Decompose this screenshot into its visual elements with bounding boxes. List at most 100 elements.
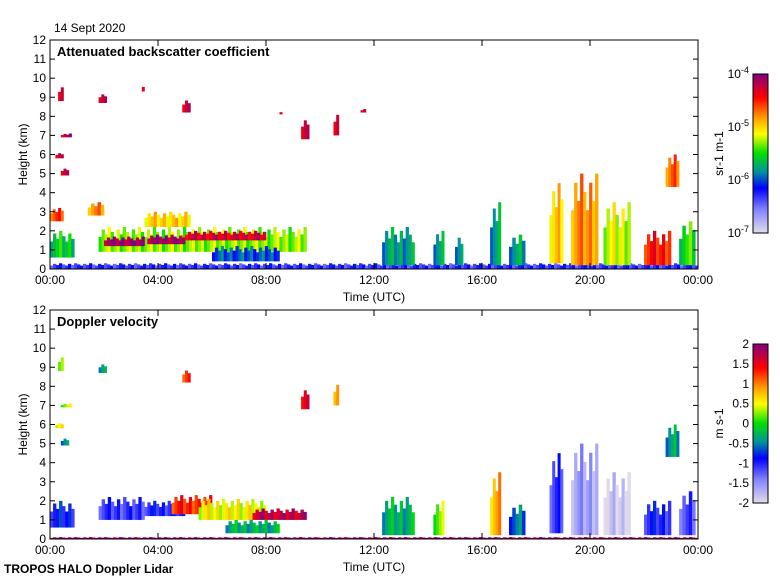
data-cell	[653, 537, 657, 539]
colorbar-cell	[753, 429, 768, 431]
data-cell	[638, 537, 642, 539]
colorbar-cell	[753, 383, 768, 385]
data-cell	[191, 500, 195, 515]
data-cell	[188, 537, 192, 539]
data-cell	[632, 537, 636, 539]
data-cell	[273, 521, 277, 534]
data-cell	[60, 170, 64, 176]
data-cell	[251, 537, 255, 539]
data-cell	[188, 497, 193, 515]
data-cell	[338, 263, 342, 269]
data-cell	[572, 537, 576, 539]
data-cell	[260, 537, 264, 539]
data-cell	[101, 94, 105, 103]
data-cell	[137, 537, 141, 539]
colorbar-cell	[753, 83, 768, 85]
data-cell	[509, 263, 513, 269]
data-cell	[156, 214, 161, 228]
data-cell	[302, 537, 306, 539]
colorbar-cell	[753, 358, 768, 360]
colorbar-cell	[753, 369, 768, 371]
colorbar-cell	[753, 191, 768, 193]
data-cell	[612, 202, 616, 266]
data-cell	[66, 440, 70, 446]
data-cell	[618, 497, 622, 536]
data-cell	[63, 403, 67, 408]
data-cell	[197, 264, 201, 269]
data-cell	[326, 537, 330, 539]
data-cell	[254, 230, 258, 241]
colorbar-cell	[753, 165, 768, 167]
data-cell	[374, 263, 378, 269]
data-cell	[452, 264, 456, 269]
data-cell	[614, 537, 618, 539]
y-tick-label: 7	[39, 128, 46, 142]
data-cell	[217, 250, 222, 262]
data-cell	[608, 263, 612, 269]
data-cell	[60, 405, 64, 408]
colorbar-cell	[753, 231, 768, 233]
data-cell	[491, 537, 495, 539]
data-cell	[440, 265, 444, 269]
data-cell	[303, 120, 307, 140]
data-cell	[566, 264, 570, 269]
data-cell	[552, 191, 556, 264]
data-cell	[53, 233, 57, 258]
colorbar-cell	[753, 474, 768, 476]
data-cell	[362, 264, 366, 269]
data-cell	[261, 250, 266, 262]
data-cell	[63, 168, 67, 176]
data-cell	[240, 234, 244, 252]
data-cell	[314, 263, 318, 269]
colorbar-cell	[753, 172, 768, 174]
data-cell	[673, 424, 677, 457]
data-cell	[578, 537, 582, 539]
y-axis-label: Height (km)	[16, 393, 30, 455]
data-cell	[557, 537, 561, 539]
data-cell	[668, 427, 672, 457]
data-cell	[269, 537, 273, 539]
data-cell	[224, 537, 228, 539]
data-cell	[77, 537, 81, 539]
data-cell	[188, 236, 193, 252]
colorbar-cell	[753, 186, 768, 188]
data-cell	[350, 537, 354, 539]
data-cell	[249, 519, 253, 534]
data-cell	[210, 503, 214, 520]
colorbar-cell	[753, 169, 768, 171]
data-cell	[665, 437, 669, 457]
colorbar-cell	[753, 200, 768, 202]
data-cell	[201, 501, 205, 520]
data-cell	[656, 507, 660, 536]
colorbar-cell	[753, 75, 768, 77]
colorbar-cell	[753, 377, 768, 379]
data-cell	[360, 110, 364, 113]
data-cell	[390, 227, 395, 266]
data-cell	[63, 438, 67, 446]
data-cell	[264, 236, 268, 252]
data-cell	[153, 237, 157, 245]
data-cell	[200, 537, 204, 539]
data-cell	[56, 238, 60, 258]
data-cell	[182, 374, 186, 383]
colorbar-cell	[753, 460, 768, 462]
data-cell	[119, 537, 123, 539]
data-cell	[455, 265, 459, 269]
colorbar-cell	[753, 94, 768, 96]
data-cell	[236, 537, 240, 539]
data-cell	[173, 236, 177, 245]
data-cell	[221, 498, 226, 520]
colorbar-cell	[753, 108, 768, 110]
data-cell	[611, 537, 615, 539]
data-cell	[227, 507, 232, 520]
colorbar-cell	[753, 456, 768, 458]
data-cell	[593, 263, 597, 269]
y-tick-label: 7	[39, 398, 46, 412]
data-cell	[392, 264, 396, 269]
data-cell	[206, 264, 210, 269]
date-label: 14 Sept 2020	[54, 21, 126, 35]
data-cell	[146, 537, 150, 539]
colorbar-cell	[753, 397, 768, 399]
colorbar-cell	[753, 179, 768, 181]
data-cell	[647, 234, 651, 266]
